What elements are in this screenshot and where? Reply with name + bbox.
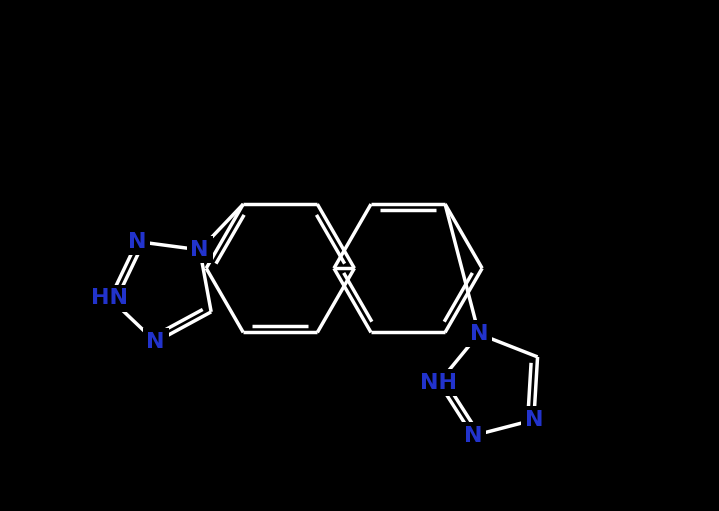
Text: N: N: [470, 324, 488, 344]
Text: NH: NH: [421, 373, 457, 392]
Text: HN: HN: [91, 288, 129, 309]
Text: N: N: [464, 426, 482, 446]
Text: N: N: [128, 231, 147, 251]
Text: N: N: [191, 240, 209, 260]
Text: N: N: [147, 332, 165, 352]
Text: N: N: [525, 410, 543, 430]
